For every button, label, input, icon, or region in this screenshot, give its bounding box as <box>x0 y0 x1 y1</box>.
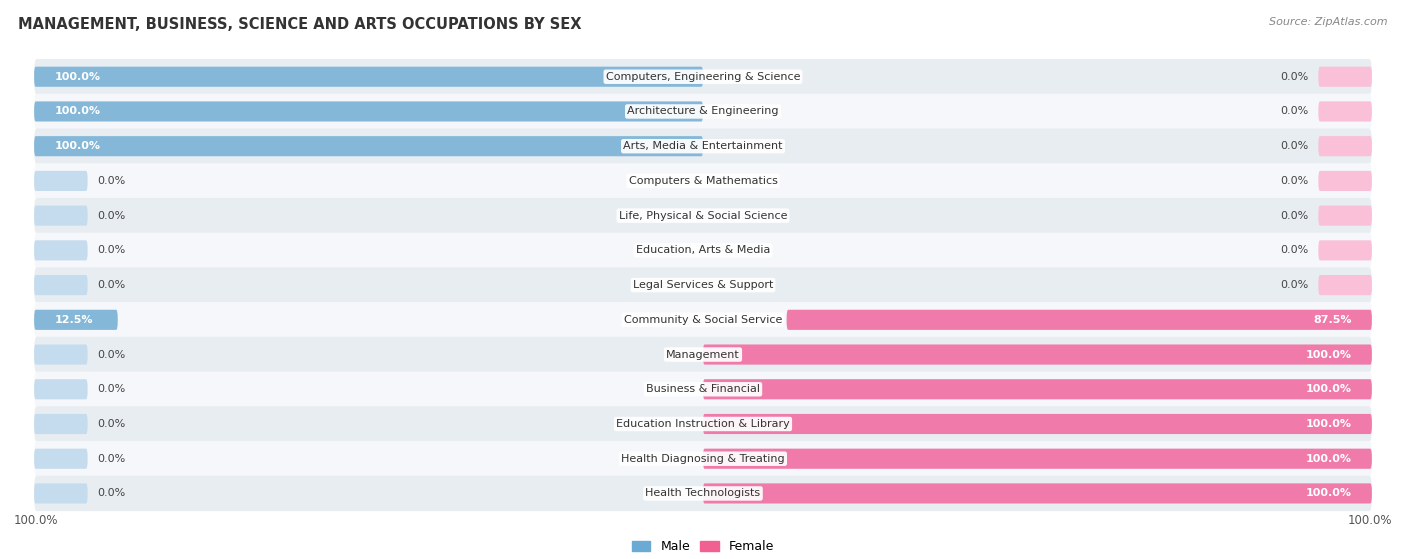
FancyBboxPatch shape <box>1319 275 1372 295</box>
FancyBboxPatch shape <box>703 379 1372 399</box>
Text: 0.0%: 0.0% <box>1279 141 1309 151</box>
Text: 0.0%: 0.0% <box>1279 176 1309 186</box>
FancyBboxPatch shape <box>34 240 87 260</box>
Text: 0.0%: 0.0% <box>97 176 127 186</box>
Text: Education Instruction & Library: Education Instruction & Library <box>616 419 790 429</box>
FancyBboxPatch shape <box>34 476 1372 511</box>
FancyBboxPatch shape <box>34 484 87 504</box>
Text: 0.0%: 0.0% <box>1279 280 1309 290</box>
FancyBboxPatch shape <box>1319 67 1372 87</box>
FancyBboxPatch shape <box>703 449 1372 469</box>
Text: 0.0%: 0.0% <box>97 489 127 499</box>
Text: 0.0%: 0.0% <box>1279 211 1309 221</box>
FancyBboxPatch shape <box>34 101 703 121</box>
FancyBboxPatch shape <box>34 414 87 434</box>
FancyBboxPatch shape <box>34 206 87 226</box>
FancyBboxPatch shape <box>786 310 1372 330</box>
FancyBboxPatch shape <box>34 136 703 157</box>
Text: 100.0%: 100.0% <box>55 106 100 116</box>
FancyBboxPatch shape <box>34 129 1372 164</box>
FancyBboxPatch shape <box>34 233 1372 268</box>
Text: 0.0%: 0.0% <box>97 384 127 394</box>
Legend: Male, Female: Male, Female <box>627 536 779 558</box>
FancyBboxPatch shape <box>34 372 1372 407</box>
Text: 100.0%: 100.0% <box>55 141 100 151</box>
FancyBboxPatch shape <box>34 302 1372 338</box>
Text: 0.0%: 0.0% <box>97 280 127 290</box>
FancyBboxPatch shape <box>34 67 703 87</box>
FancyBboxPatch shape <box>34 171 87 191</box>
FancyBboxPatch shape <box>34 449 87 469</box>
Text: Arts, Media & Entertainment: Arts, Media & Entertainment <box>623 141 783 151</box>
Text: 0.0%: 0.0% <box>97 454 127 464</box>
FancyBboxPatch shape <box>34 406 1372 442</box>
FancyBboxPatch shape <box>34 163 1372 198</box>
Text: Computers, Engineering & Science: Computers, Engineering & Science <box>606 72 800 82</box>
FancyBboxPatch shape <box>34 94 1372 129</box>
FancyBboxPatch shape <box>1319 136 1372 157</box>
FancyBboxPatch shape <box>34 267 1372 303</box>
FancyBboxPatch shape <box>34 275 87 295</box>
FancyBboxPatch shape <box>34 337 1372 372</box>
Text: Education, Arts & Media: Education, Arts & Media <box>636 245 770 255</box>
Text: 100.0%: 100.0% <box>1306 349 1351 359</box>
Text: 0.0%: 0.0% <box>1279 245 1309 255</box>
Text: 100.0%: 100.0% <box>14 514 59 527</box>
Text: 100.0%: 100.0% <box>1306 384 1351 394</box>
Text: 0.0%: 0.0% <box>97 211 127 221</box>
FancyBboxPatch shape <box>34 59 1372 94</box>
FancyBboxPatch shape <box>1319 101 1372 121</box>
Text: Management: Management <box>666 349 740 359</box>
Text: 0.0%: 0.0% <box>1279 106 1309 116</box>
FancyBboxPatch shape <box>703 484 1372 504</box>
Text: 100.0%: 100.0% <box>1306 419 1351 429</box>
FancyBboxPatch shape <box>703 344 1372 364</box>
Text: Health Technologists: Health Technologists <box>645 489 761 499</box>
FancyBboxPatch shape <box>703 414 1372 434</box>
FancyBboxPatch shape <box>34 441 1372 476</box>
FancyBboxPatch shape <box>34 310 118 330</box>
Text: Life, Physical & Social Science: Life, Physical & Social Science <box>619 211 787 221</box>
Text: 12.5%: 12.5% <box>55 315 93 325</box>
Text: 100.0%: 100.0% <box>1347 514 1392 527</box>
Text: 0.0%: 0.0% <box>97 419 127 429</box>
Text: Architecture & Engineering: Architecture & Engineering <box>627 106 779 116</box>
Text: 100.0%: 100.0% <box>1306 454 1351 464</box>
FancyBboxPatch shape <box>34 344 87 364</box>
Text: Legal Services & Support: Legal Services & Support <box>633 280 773 290</box>
Text: Community & Social Service: Community & Social Service <box>624 315 782 325</box>
Text: 0.0%: 0.0% <box>97 245 127 255</box>
FancyBboxPatch shape <box>1319 206 1372 226</box>
Text: 100.0%: 100.0% <box>55 72 100 82</box>
Text: 100.0%: 100.0% <box>1306 489 1351 499</box>
FancyBboxPatch shape <box>1319 171 1372 191</box>
FancyBboxPatch shape <box>34 198 1372 233</box>
Text: Health Diagnosing & Treating: Health Diagnosing & Treating <box>621 454 785 464</box>
Text: 87.5%: 87.5% <box>1313 315 1351 325</box>
Text: 0.0%: 0.0% <box>97 349 127 359</box>
Text: MANAGEMENT, BUSINESS, SCIENCE AND ARTS OCCUPATIONS BY SEX: MANAGEMENT, BUSINESS, SCIENCE AND ARTS O… <box>18 17 582 32</box>
FancyBboxPatch shape <box>1319 240 1372 260</box>
Text: 0.0%: 0.0% <box>1279 72 1309 82</box>
FancyBboxPatch shape <box>34 379 87 399</box>
Text: Computers & Mathematics: Computers & Mathematics <box>628 176 778 186</box>
Text: Source: ZipAtlas.com: Source: ZipAtlas.com <box>1270 17 1388 27</box>
Text: Business & Financial: Business & Financial <box>645 384 761 394</box>
